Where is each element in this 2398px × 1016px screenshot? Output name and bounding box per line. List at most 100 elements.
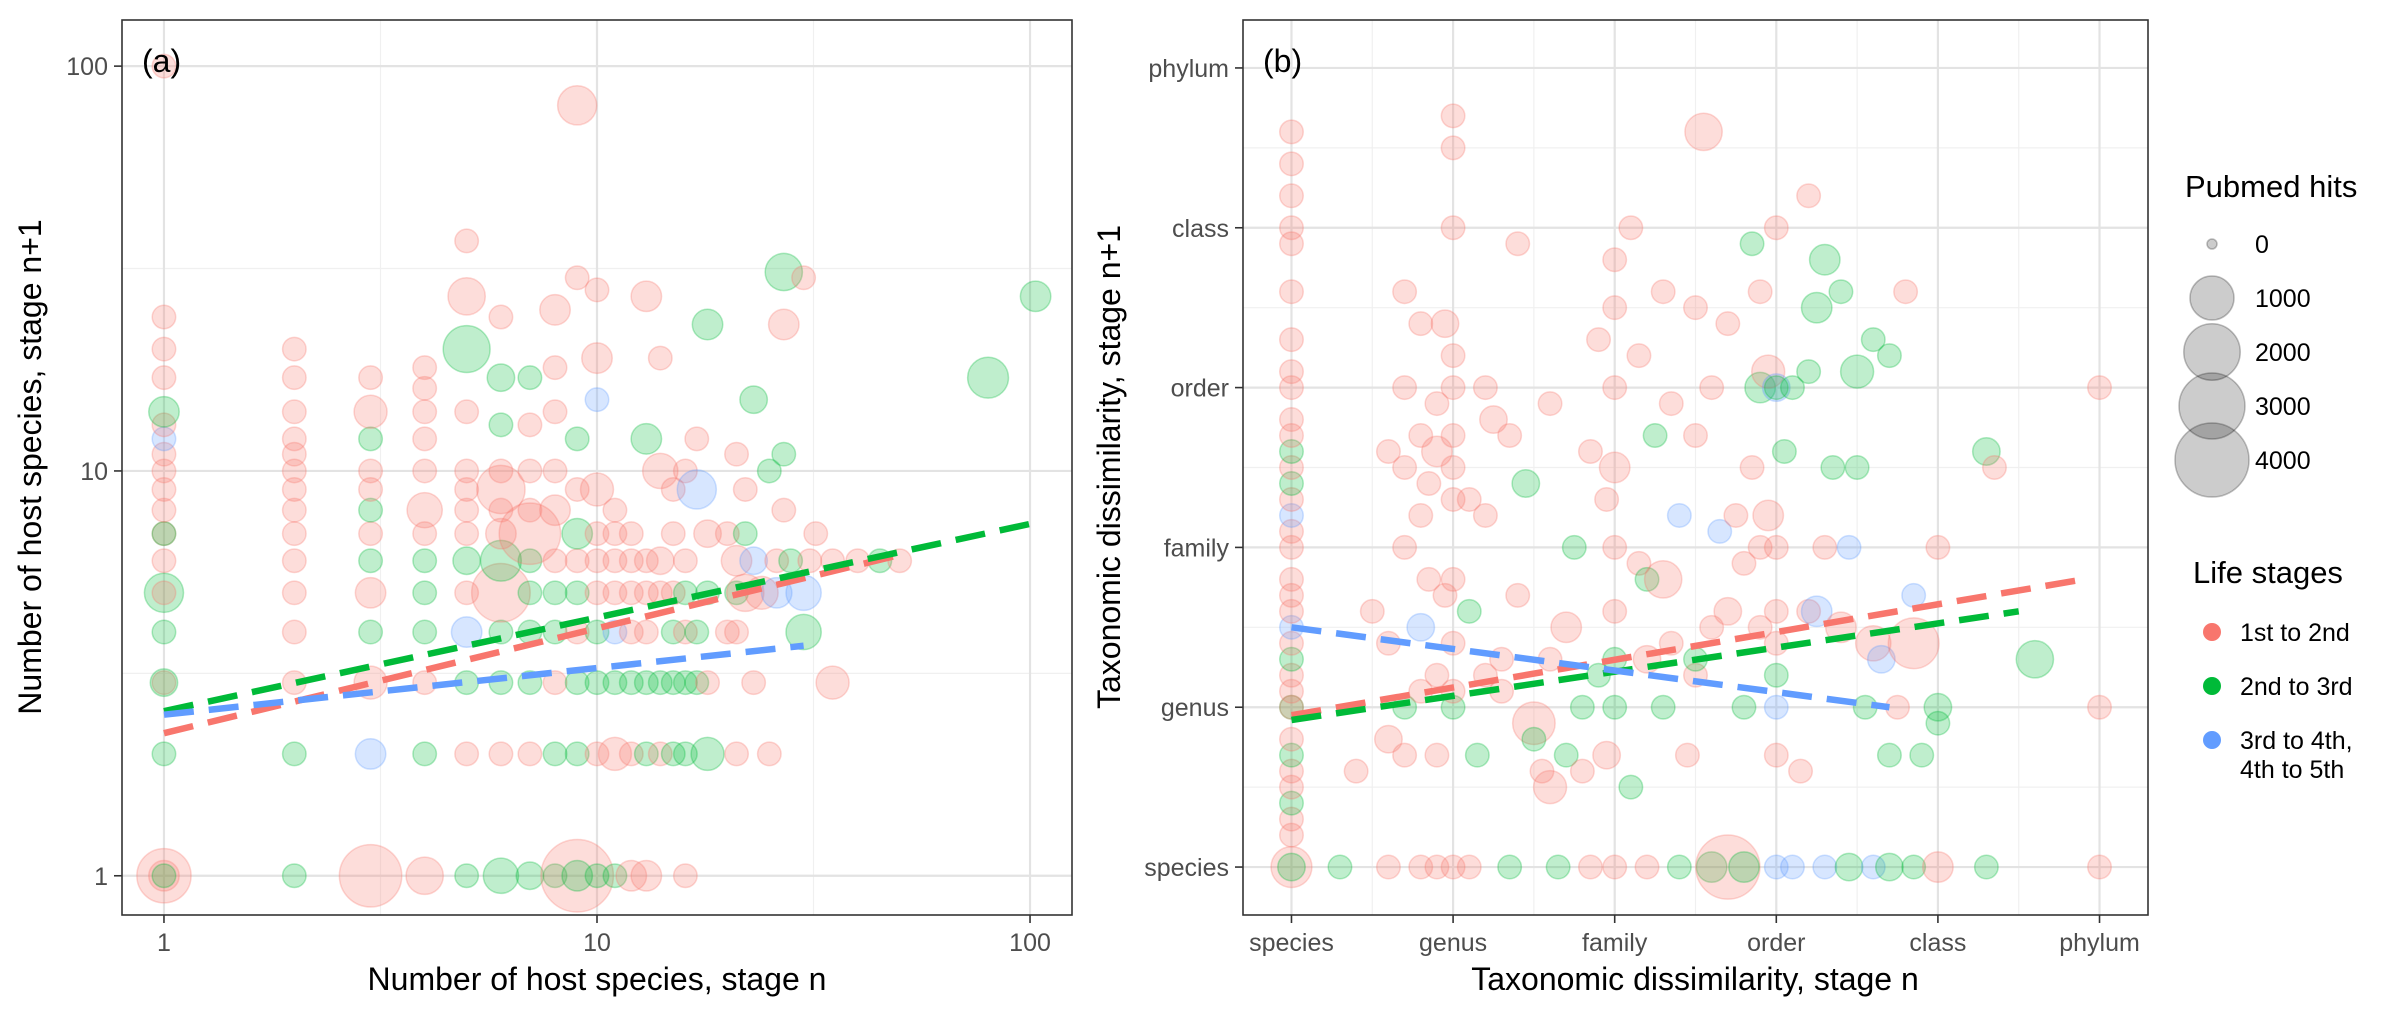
data-point	[1763, 534, 1789, 560]
data-point	[1408, 423, 1434, 449]
data-point	[151, 741, 177, 767]
data-point	[756, 458, 782, 484]
data-point	[353, 394, 388, 430]
size-legend-label: 3000	[2255, 393, 2311, 421]
data-point	[149, 668, 179, 698]
panel-b-grid	[1243, 20, 2148, 915]
legend: Pubmed hits 0 1000 2000 3000 4000 Life stage…	[2174, 169, 2357, 784]
data-point	[660, 741, 686, 767]
data-point	[618, 548, 644, 574]
x-tick-label: 10	[583, 929, 611, 957]
data-point	[1650, 279, 1676, 305]
data-point	[618, 619, 644, 645]
data-point	[1796, 183, 1822, 209]
data-point	[1694, 834, 1761, 900]
data-point	[1839, 354, 1875, 389]
data-point	[602, 670, 628, 696]
data-point	[488, 412, 514, 438]
data-point	[660, 580, 686, 606]
data-point	[660, 670, 686, 696]
data-point	[1779, 854, 1805, 880]
data-point	[1278, 231, 1304, 257]
x-tick-label: order	[1747, 929, 1805, 957]
data-point	[1763, 598, 1789, 624]
data-point	[498, 502, 562, 566]
data-point	[1278, 455, 1304, 480]
data-point	[412, 619, 438, 645]
data-point	[281, 336, 307, 362]
data-point	[151, 580, 177, 606]
panel-b-tag: (b)	[1263, 43, 1302, 79]
data-point	[281, 548, 307, 574]
data-point	[452, 546, 482, 576]
data-point	[1874, 852, 1904, 882]
data-point	[1683, 423, 1708, 449]
x-tick-label: family	[1582, 929, 1648, 957]
data-point	[676, 469, 718, 510]
data-point	[1561, 534, 1587, 560]
data-point	[1278, 726, 1304, 752]
data-point	[151, 863, 177, 889]
data-point	[1925, 710, 1951, 736]
data-point	[540, 838, 615, 913]
data-point	[1699, 375, 1725, 401]
data-point	[602, 548, 628, 574]
data-point	[1887, 617, 1940, 670]
data-point	[1440, 343, 1466, 369]
data-point	[447, 276, 487, 316]
data-point	[1699, 614, 1725, 640]
data-point	[1327, 854, 1353, 880]
data-point	[1844, 455, 1870, 480]
data-point	[714, 619, 740, 645]
data-point	[1511, 469, 1541, 498]
data-point	[1521, 726, 1547, 752]
data-point	[412, 548, 438, 574]
data-point	[1602, 375, 1628, 401]
data-point	[1812, 534, 1838, 560]
panel-b-border	[1242, 19, 2149, 916]
data-point	[1440, 375, 1466, 401]
data-point	[151, 53, 177, 79]
data-point	[1715, 311, 1741, 337]
data-point	[720, 544, 753, 577]
panel-a-y-ticks: 1 10 100	[66, 53, 122, 891]
data-point	[1643, 560, 1683, 599]
data-point	[672, 619, 698, 645]
data-point	[1923, 692, 1953, 722]
data-point	[1747, 279, 1773, 305]
data-point	[1278, 470, 1304, 496]
data-point	[281, 619, 307, 645]
data-point	[151, 458, 177, 484]
data-point	[1921, 851, 1954, 884]
panel-a-points	[136, 53, 1052, 913]
data-point	[542, 548, 568, 574]
x-tick-label: species	[1249, 929, 1334, 957]
data-point	[1456, 598, 1482, 624]
data-point	[454, 863, 480, 889]
data-point	[1278, 439, 1304, 465]
trend-line	[163, 520, 1031, 715]
data-point	[618, 670, 644, 696]
data-point	[1634, 854, 1660, 880]
data-point	[672, 863, 698, 889]
data-point	[1278, 502, 1304, 528]
data-point	[1497, 423, 1523, 449]
data-point	[1532, 769, 1568, 805]
data-point	[147, 395, 180, 428]
data-point	[542, 863, 568, 889]
data-point	[1763, 694, 1789, 720]
data-point	[1808, 243, 1841, 276]
data-point	[517, 548, 543, 574]
data-point	[151, 619, 177, 645]
data-point	[454, 399, 480, 425]
y-tick-label: genus	[1161, 694, 1229, 722]
data-point	[147, 859, 180, 892]
data-point	[630, 280, 663, 313]
data-point	[2087, 694, 2113, 720]
color-legend: 1st to 2nd 2nd to 3rd 3rd to 4th, 4th to 5t…	[2203, 619, 2353, 784]
data-point	[672, 548, 698, 574]
data-point	[1511, 701, 1556, 746]
data-point	[691, 308, 724, 341]
data-point	[618, 741, 644, 767]
data-point	[1278, 534, 1304, 560]
